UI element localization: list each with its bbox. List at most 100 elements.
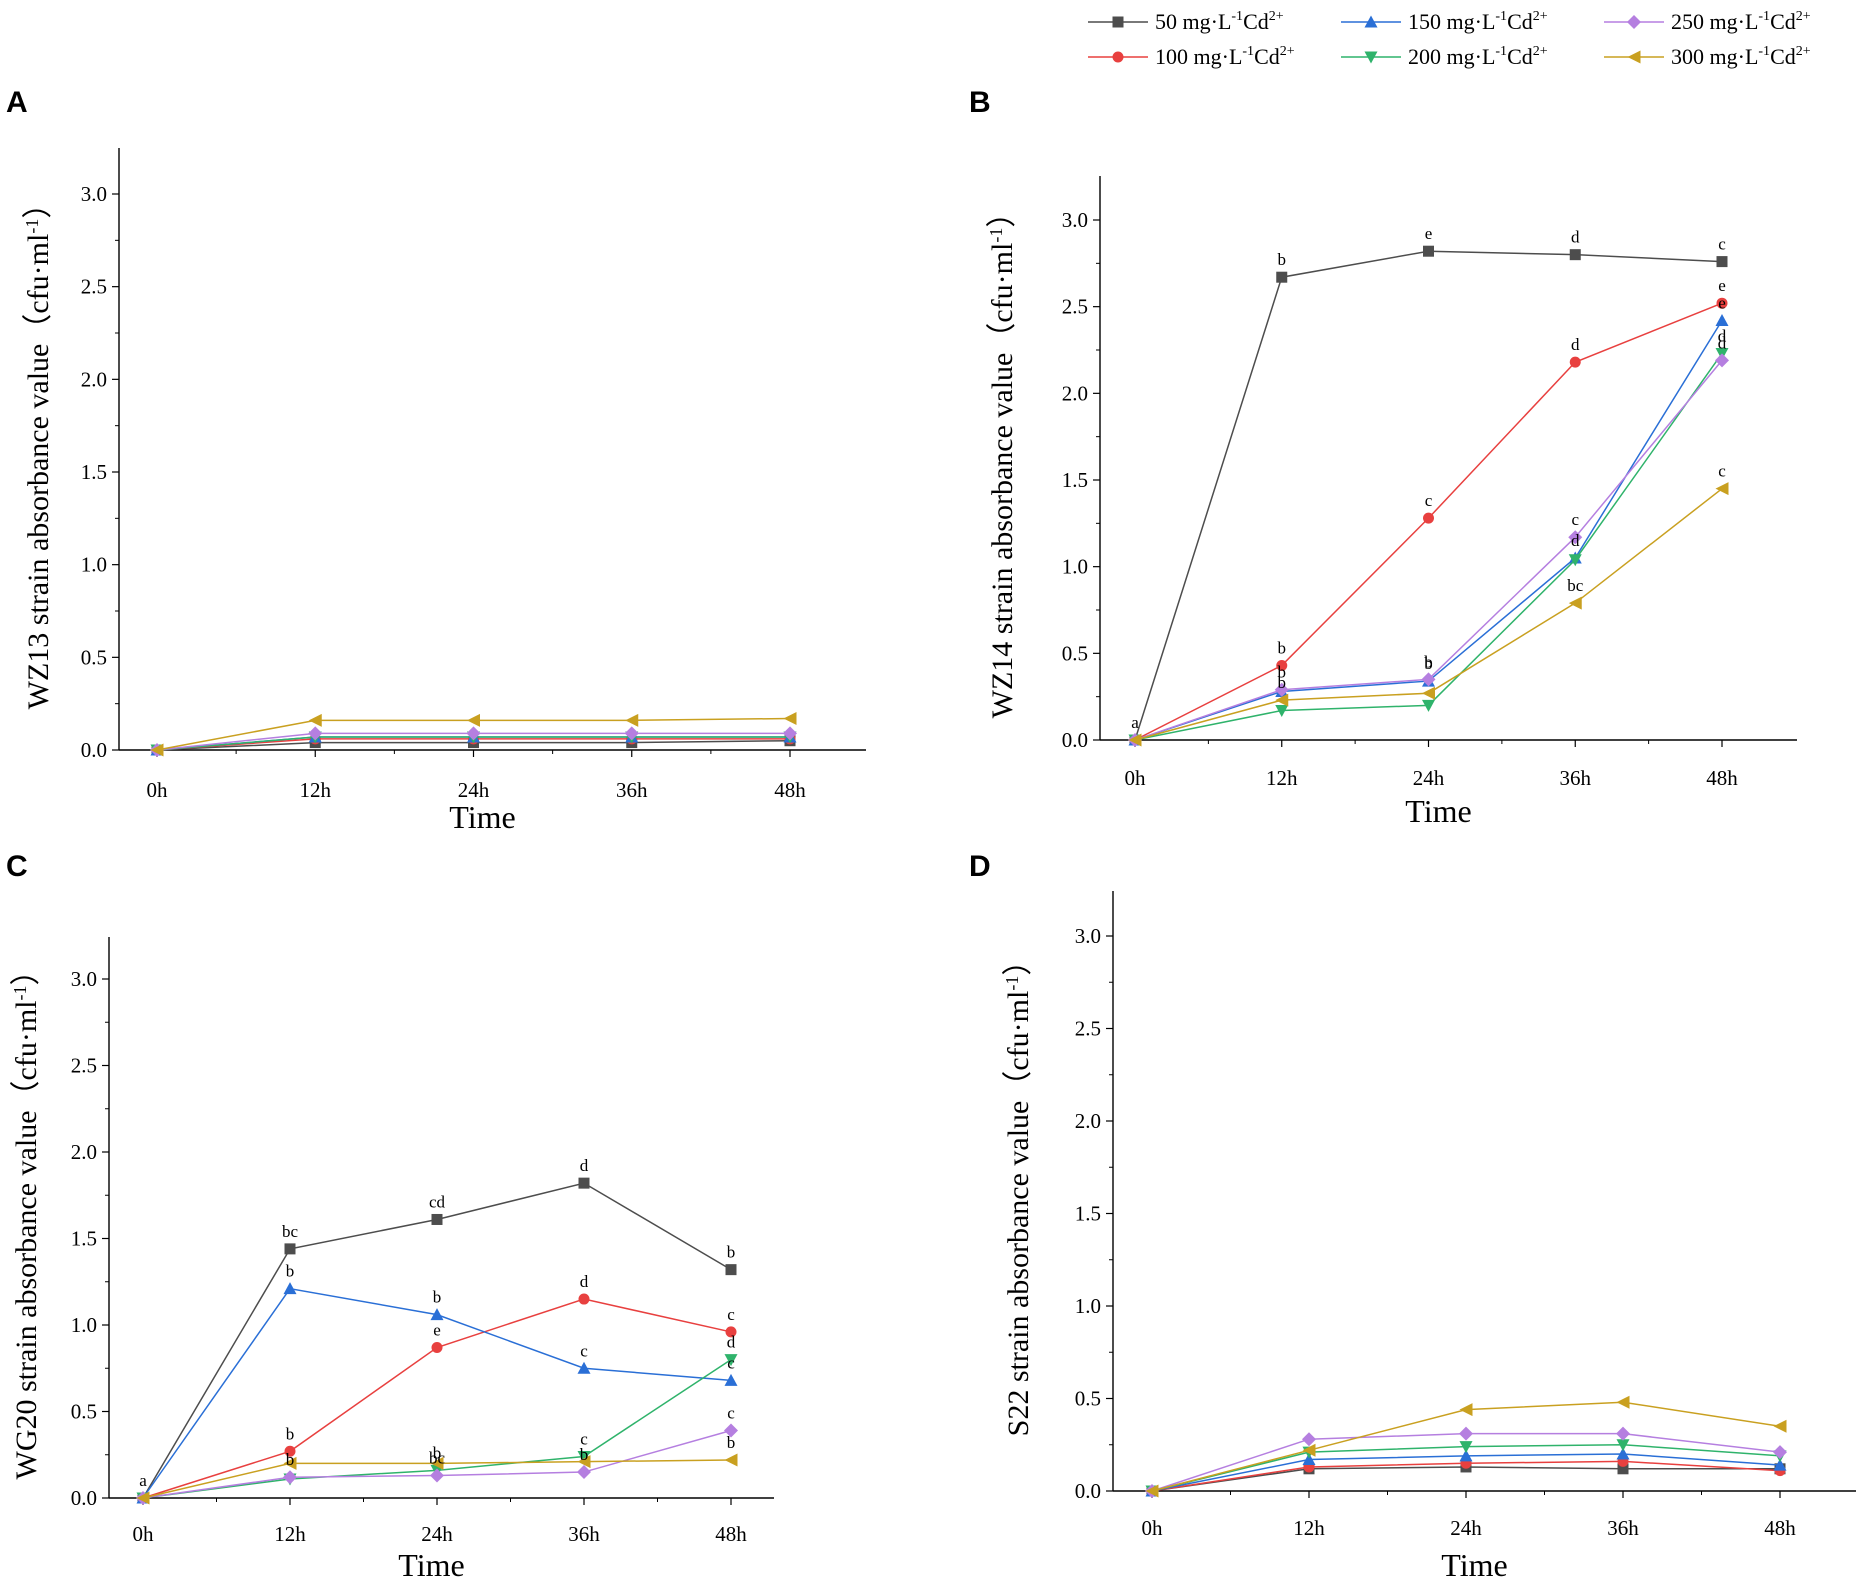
x-tick-label: 12h: [1293, 1516, 1325, 1540]
data-point: [1422, 686, 1435, 700]
y-axis-title: WZ13 strain absorbance value（cfu·ml-1）: [22, 189, 55, 710]
series: [137, 1293, 737, 1504]
data-label: c: [1718, 462, 1726, 481]
y-tick-label: 0.5: [1062, 641, 1088, 665]
data-point: [1715, 353, 1729, 368]
y-tick-label: 2.5: [1075, 1017, 1101, 1041]
data-point: [1302, 1453, 1316, 1466]
data-point: [625, 713, 639, 727]
y-tick-label: 1.0: [1062, 555, 1088, 579]
x-tick-label: 48h: [774, 778, 806, 802]
data-label: b: [1278, 673, 1287, 692]
data-label: b: [1424, 654, 1433, 673]
data-label: e: [1718, 294, 1726, 313]
x-tick-label: 36h: [616, 778, 648, 802]
panel-c: C 0.0 0.5 1.0 1.5 2.0 2.5 3.0 0h 12h 24h 36h 48h Time…: [6, 850, 774, 1583]
data-label: b: [433, 1443, 442, 1462]
legend-label: 250 mg·L-1Cd2+: [1671, 9, 1811, 34]
x-tick-label: 36h: [1607, 1516, 1639, 1540]
data-point: [577, 1465, 591, 1480]
legend: 50 mg·L-1Cd2+ 100 mg·L-1Cd2+ 150 mg·L-1Cd2…: [1088, 9, 1811, 69]
data-label: bc: [282, 1222, 299, 1241]
data-label: c: [727, 1353, 735, 1372]
data-point: [1568, 530, 1583, 545]
data-point: [1616, 1395, 1630, 1409]
x-tick-label: 48h: [1706, 766, 1738, 790]
data-label: b: [727, 1433, 736, 1452]
legend-marker: [1627, 15, 1641, 29]
data-point: [431, 1341, 443, 1353]
data-point: [1276, 659, 1288, 671]
series: [1128, 353, 1729, 747]
y-tick-label: 3.0: [1075, 924, 1101, 948]
legend-label: 200 mg·L-1Cd2+: [1408, 44, 1548, 69]
legend-item: 150 mg·L-1Cd2+: [1341, 9, 1548, 34]
y-axis-title: WG20 strain absorbance value（cfu·ml-1）: [10, 956, 43, 1480]
data-point: [1459, 1426, 1473, 1441]
data-point: [1302, 1443, 1316, 1457]
y-tick-label: 2.5: [81, 275, 107, 299]
series: [1145, 1395, 1787, 1498]
data-point: [431, 1213, 443, 1225]
data-point: [1773, 1458, 1787, 1471]
data-label: d: [1571, 335, 1580, 354]
data-point: [578, 1293, 590, 1305]
panel-letter: B: [969, 86, 991, 119]
data-point: [1459, 1441, 1473, 1454]
data-point: [1715, 314, 1729, 327]
data-point: [1716, 256, 1728, 268]
data-label: d: [580, 1156, 589, 1175]
y-tick-label: 2.0: [81, 367, 107, 391]
data-point: [1421, 672, 1436, 687]
legend-item: 300 mg·L-1Cd2+: [1604, 44, 1811, 69]
data-label: d: [1718, 326, 1727, 345]
data-label: d: [1718, 333, 1727, 352]
data-point: [430, 1308, 444, 1321]
x-tick-label: 24h: [421, 1522, 453, 1546]
data-label: c: [580, 1429, 588, 1448]
data-point: [1616, 1426, 1630, 1441]
panel-letter: D: [969, 850, 991, 883]
data-label: c: [727, 1404, 735, 1423]
x-tick-label: 0h: [1142, 1516, 1164, 1540]
data-label: a: [1131, 713, 1139, 732]
data-point: [783, 726, 797, 741]
data-point: [1459, 1449, 1473, 1462]
data-label: c: [1571, 510, 1579, 529]
data-point: [1617, 1463, 1629, 1475]
data-point: [724, 1423, 738, 1438]
x-tick-label: 0h: [1125, 766, 1147, 790]
legend-label: 100 mg·L-1Cd2+: [1155, 44, 1295, 69]
y-tick-label: 1.0: [81, 553, 107, 577]
x-tick-label: 12h: [300, 778, 332, 802]
series: [136, 1453, 738, 1505]
x-tick-label: 24h: [458, 778, 490, 802]
data-label: cd: [429, 1192, 446, 1211]
data-point: [724, 1373, 738, 1386]
data-point: [1716, 297, 1728, 309]
y-tick-label: 1.0: [71, 1313, 97, 1337]
data-label: b: [1278, 663, 1287, 682]
data-point: [725, 1264, 737, 1276]
data-point: [430, 1468, 444, 1483]
x-tick-label: 48h: [1764, 1516, 1796, 1540]
series: [1128, 347, 1729, 747]
x-tick-label: 48h: [715, 1522, 747, 1546]
data-point: [283, 1282, 297, 1295]
legend-item: 100 mg·L-1Cd2+: [1088, 44, 1295, 69]
legend-marker: [1112, 16, 1124, 28]
panel-b: B 0.0 0.5 1.0 1.5 2.0 2.5 3.0 0h 12h 24h 36h 48h Time…: [969, 86, 1797, 829]
y-tick-label: 0.5: [81, 645, 107, 669]
series: [136, 1423, 738, 1505]
series: [1128, 482, 1729, 747]
data-point: [578, 1177, 590, 1189]
data-point: [1128, 733, 1142, 747]
data-point: [1568, 596, 1582, 610]
data-label: bc: [429, 1449, 446, 1468]
legend-label: 300 mg·L-1Cd2+: [1671, 44, 1811, 69]
data-point: [308, 713, 322, 727]
data-point: [430, 1456, 444, 1470]
data-point: [1773, 1445, 1787, 1460]
data-label: c: [1718, 235, 1726, 254]
data-label: b: [1424, 652, 1433, 671]
